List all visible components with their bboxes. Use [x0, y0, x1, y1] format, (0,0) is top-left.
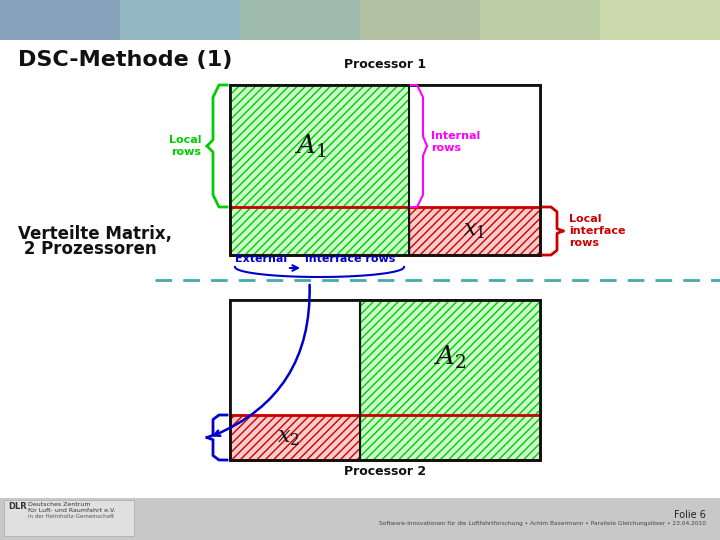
- Bar: [230, 300, 540, 460]
- Text: Verteilte Matrix,: Verteilte Matrix,: [18, 225, 172, 243]
- Bar: [4, 500, 134, 536]
- Bar: [0, 0, 720, 40]
- Bar: [0, 0, 121, 40]
- Bar: [230, 207, 409, 255]
- Bar: [240, 0, 361, 40]
- Text: Internal
rows: Internal rows: [431, 131, 480, 153]
- Text: Processor 1: Processor 1: [344, 58, 426, 71]
- Text: Folie 6: Folie 6: [674, 510, 706, 520]
- Bar: [230, 85, 540, 255]
- Text: Processor 2: Processor 2: [344, 465, 426, 478]
- Text: Local
rows: Local rows: [168, 135, 201, 157]
- Text: für Luft- und Raumfahrt e.V.: für Luft- und Raumfahrt e.V.: [28, 508, 115, 513]
- Bar: [360, 415, 540, 460]
- Bar: [230, 300, 540, 460]
- Bar: [480, 0, 601, 40]
- Text: $A_1$: $A_1$: [294, 132, 327, 160]
- Bar: [230, 415, 540, 460]
- Bar: [230, 415, 360, 460]
- Bar: [230, 85, 540, 255]
- Bar: [409, 207, 540, 255]
- Text: Software-Innovationen für die Luftfahrtforschung • Achim Basermann • Parallele G: Software-Innovationen für die Luftfahrtf…: [379, 521, 706, 526]
- Bar: [230, 85, 409, 207]
- Bar: [360, 0, 481, 40]
- Text: Deutsches Zentrum: Deutsches Zentrum: [28, 502, 91, 507]
- Text: $x_2$: $x_2$: [277, 428, 300, 448]
- Text: External: External: [235, 254, 287, 264]
- Text: $x_1$: $x_1$: [464, 221, 485, 241]
- Text: DSC-Methode (1): DSC-Methode (1): [18, 50, 233, 70]
- Bar: [360, 300, 540, 415]
- Text: in der Helmholtz-Gemeinschaft: in der Helmholtz-Gemeinschaft: [28, 514, 114, 519]
- Bar: [120, 0, 241, 40]
- Bar: [409, 85, 540, 207]
- Text: 2 Prozessoren: 2 Prozessoren: [18, 240, 157, 258]
- Bar: [230, 300, 360, 415]
- Text: $A_2$: $A_2$: [433, 344, 467, 371]
- Text: DLR: DLR: [8, 502, 27, 511]
- Bar: [0, 498, 720, 540]
- Text: interface rows: interface rows: [305, 254, 395, 264]
- Bar: [230, 207, 540, 255]
- Bar: [600, 0, 720, 40]
- Text: Local
interface
rows: Local interface rows: [569, 214, 626, 248]
